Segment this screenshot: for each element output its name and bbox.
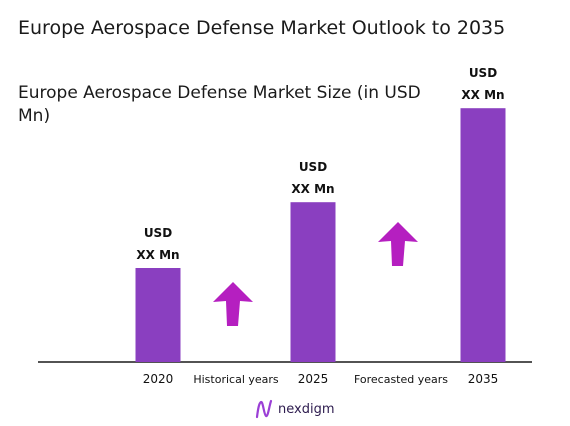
- data-label-2025-line2: XX Mn: [291, 182, 334, 196]
- trend-up-arrow-icon: [378, 222, 418, 266]
- data-label-2020-line1: USD: [144, 226, 172, 240]
- tick-label-2035: 2035: [468, 372, 499, 386]
- period-label-historical: Historical years: [193, 373, 279, 386]
- data-label-2035-line2: XX Mn: [461, 88, 504, 102]
- bar-2025: [290, 202, 336, 362]
- data-label-2035-line1: USD: [469, 66, 497, 80]
- brand-logo: nexdigm: [255, 399, 334, 419]
- data-label-2020-line2: XX Mn: [136, 248, 179, 262]
- trend-up-arrow-icon: [213, 282, 253, 326]
- tick-label-2020: 2020: [143, 372, 174, 386]
- chart-title: Europe Aerospace Defense Market Outlook …: [18, 17, 506, 39]
- tick-label-2025: 2025: [298, 372, 329, 386]
- bar-2020: [135, 268, 181, 362]
- data-label-2025-line1: USD: [299, 160, 327, 174]
- chart-subtitle: Europe Aerospace Defense Market Size (in…: [18, 83, 421, 126]
- brand-name: nexdigm: [278, 401, 335, 417]
- bar-2035: [460, 108, 506, 362]
- nexdigm-logo-icon: [255, 399, 273, 419]
- period-label-forecasted: Forecasted years: [354, 373, 448, 386]
